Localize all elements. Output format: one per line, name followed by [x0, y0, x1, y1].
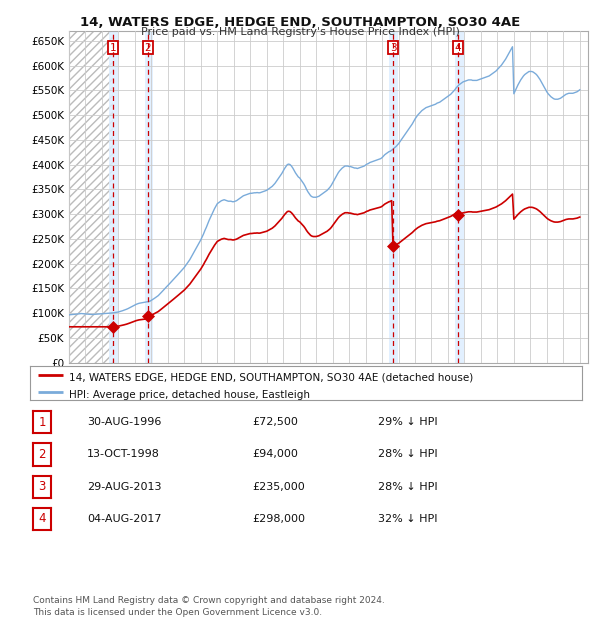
Text: £72,500: £72,500 [252, 417, 298, 427]
Bar [389, 31, 398, 363]
Text: 28% ↓ HPI: 28% ↓ HPI [378, 482, 437, 492]
Text: 1: 1 [110, 43, 116, 53]
Text: 3: 3 [38, 480, 46, 493]
Text: £94,000: £94,000 [252, 450, 298, 459]
Text: 32% ↓ HPI: 32% ↓ HPI [378, 514, 437, 524]
Text: 04-AUG-2017: 04-AUG-2017 [87, 514, 161, 524]
Text: Contains HM Land Registry data © Crown copyright and database right 2024.
This d: Contains HM Land Registry data © Crown c… [33, 596, 385, 617]
Bar [145, 31, 154, 363]
Text: 4: 4 [38, 513, 46, 525]
Text: 29-AUG-2013: 29-AUG-2013 [87, 482, 161, 492]
Text: 2: 2 [145, 43, 151, 53]
Text: 3: 3 [389, 43, 397, 53]
Text: 2: 2 [38, 448, 46, 461]
Text: 14, WATERS EDGE, HEDGE END, SOUTHAMPTON, SO30 4AE: 14, WATERS EDGE, HEDGE END, SOUTHAMPTON,… [80, 16, 520, 29]
Text: 13-OCT-1998: 13-OCT-1998 [87, 450, 160, 459]
Text: 30-AUG-1996: 30-AUG-1996 [87, 417, 161, 427]
Text: £298,000: £298,000 [252, 514, 305, 524]
Text: 1: 1 [38, 416, 46, 428]
Text: 28% ↓ HPI: 28% ↓ HPI [378, 450, 437, 459]
Text: Price paid vs. HM Land Registry's House Price Index (HPI): Price paid vs. HM Land Registry's House … [140, 27, 460, 37]
Text: 4: 4 [454, 43, 461, 53]
Bar [455, 31, 464, 363]
Bar [109, 31, 118, 363]
Text: HPI: Average price, detached house, Eastleigh: HPI: Average price, detached house, East… [68, 390, 310, 400]
Text: £235,000: £235,000 [252, 482, 305, 492]
Text: 29% ↓ HPI: 29% ↓ HPI [378, 417, 437, 427]
Text: 14, WATERS EDGE, HEDGE END, SOUTHAMPTON, SO30 4AE (detached house): 14, WATERS EDGE, HEDGE END, SOUTHAMPTON,… [68, 373, 473, 383]
